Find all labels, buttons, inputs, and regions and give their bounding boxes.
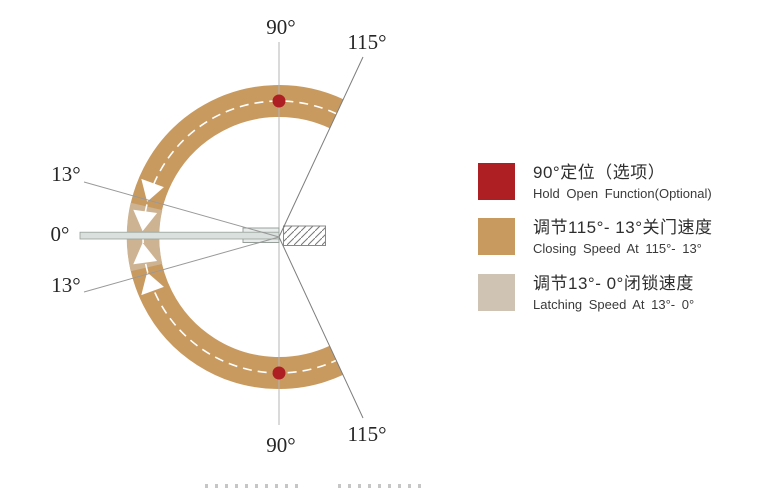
legend-item-hold-open: 90°定位（选项） Hold Open Function(Optional)	[478, 163, 712, 201]
angle-13-leader-bottom	[83, 236, 280, 293]
closing-direction-arrow-icon	[141, 272, 164, 296]
hold-open-dot-bottom	[272, 366, 286, 380]
legend-label-en: Closing Speed At 115°- 13°	[533, 241, 702, 256]
wall-block-hatch	[283, 225, 326, 246]
hold-open-dot-top	[272, 94, 286, 108]
legend-label-cn: 调节13°- 0°闭锁速度	[533, 274, 694, 293]
door-bar	[79, 231, 280, 240]
legend: 90°定位（选项） Hold Open Function(Optional) 调…	[478, 0, 775, 488]
cropped-caption-fragment	[205, 484, 301, 488]
legend-item-closing-speed: 调节115°- 13°关门速度 Closing Speed At 115°- 1…	[478, 218, 713, 256]
closing-speed-swatch	[478, 218, 515, 255]
angle-13-leader-top	[83, 181, 280, 238]
door-swing-diagram: 90° 115° 13° 0° 13° 90° 115°	[51, 15, 387, 457]
angle-label-13-lower: 13°	[51, 273, 80, 297]
legend-item-latching-speed: 调节13°- 0°闭锁速度 Latching Speed At 13°- 0°	[478, 274, 694, 312]
legend-label-en: Latching Speed At 13°- 0°	[533, 297, 695, 312]
legend-label-en: Hold Open Function(Optional)	[533, 186, 712, 201]
angle-115-line-bottom	[278, 236, 364, 419]
angle-label-115-top: 115°	[347, 30, 386, 54]
hold-open-swatch	[478, 163, 515, 200]
angle-115-line-top	[278, 56, 364, 238]
cropped-caption-fragment	[338, 484, 422, 488]
latching-speed-swatch	[478, 274, 515, 311]
closing-direction-arrow-icon	[141, 178, 164, 202]
legend-label-cn: 90°定位（选项）	[533, 163, 666, 182]
closing-direction-arrow-icon	[133, 242, 158, 265]
closing-direction-arrow-icon	[133, 209, 158, 232]
angle-label-0: 0°	[51, 222, 70, 246]
angle-label-90-bottom: 90°	[266, 433, 295, 457]
legend-label-cn: 调节115°- 13°关门速度	[533, 218, 713, 237]
angle-label-90-top: 90°	[266, 15, 295, 39]
angle-label-115-bottom: 115°	[347, 422, 386, 446]
angle-label-13-upper: 13°	[51, 162, 80, 186]
